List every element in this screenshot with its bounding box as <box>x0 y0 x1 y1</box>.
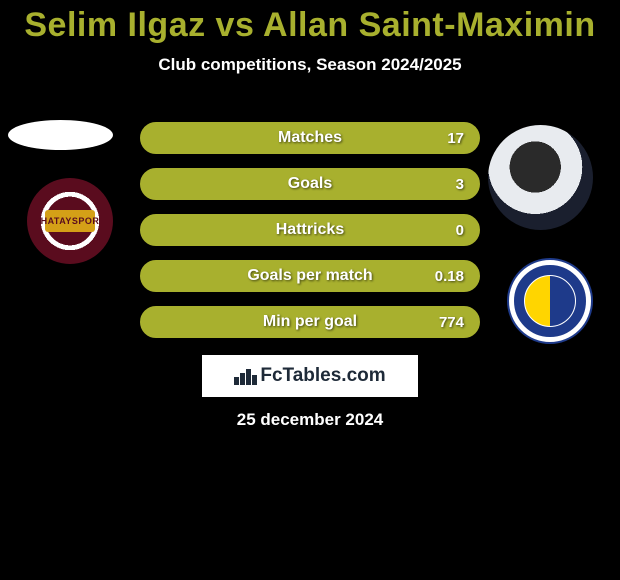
player1-photo <box>8 120 113 150</box>
stat-row: Matches17 <box>140 122 480 154</box>
club2-logo-center <box>525 276 575 326</box>
club2-logo <box>507 258 593 344</box>
stat-value-right: 17 <box>447 130 464 147</box>
stat-value-right: 774 <box>439 314 464 331</box>
infographic-container: Selim Ilgaz vs Allan Saint-Maximin Club … <box>0 0 620 450</box>
chart-icon <box>234 367 256 385</box>
player2-photo <box>488 125 593 230</box>
subtitle: Club competitions, Season 2024/2025 <box>0 55 620 75</box>
stat-label: Hattricks <box>142 221 478 239</box>
stat-row: Min per goal774 <box>140 306 480 338</box>
stat-label: Goals <box>142 175 478 193</box>
brand-text: FcTables.com <box>260 365 385 387</box>
stat-label: Goals per match <box>142 267 478 285</box>
date-label: 25 december 2024 <box>0 410 620 430</box>
stat-row: Hattricks0 <box>140 214 480 246</box>
stat-value-right: 0 <box>456 222 464 239</box>
stat-label: Min per goal <box>142 313 478 331</box>
stat-label: Matches <box>142 129 478 147</box>
stat-row: Goals per match0.18 <box>140 260 480 292</box>
stat-value-right: 0.18 <box>435 268 464 285</box>
stats-list: Matches17 Goals3 Hattricks0 Goals per match… <box>140 122 480 352</box>
page-title: Selim Ilgaz vs Allan Saint-Maximin <box>0 0 620 45</box>
brand-badge: FcTables.com <box>202 355 418 397</box>
club1-logo: HATAYSPOR <box>27 178 113 264</box>
stat-value-right: 3 <box>456 176 464 193</box>
club2-logo-ring <box>514 265 586 337</box>
stat-row: Goals3 <box>140 168 480 200</box>
club1-logo-text: HATAYSPOR <box>45 210 95 232</box>
